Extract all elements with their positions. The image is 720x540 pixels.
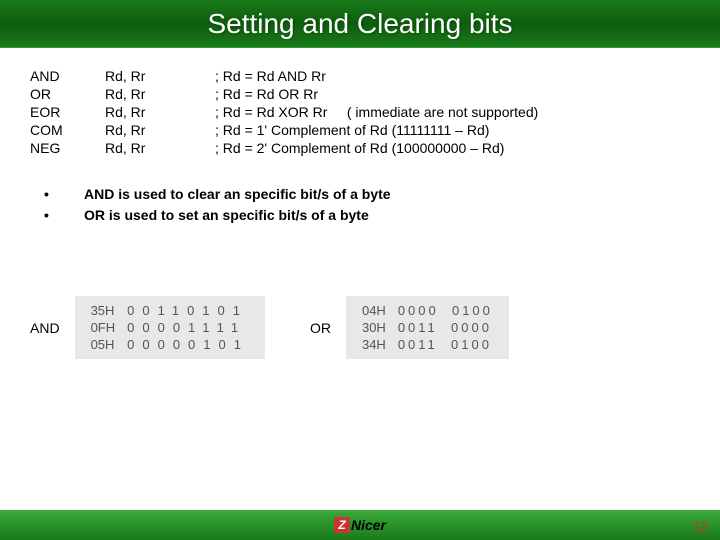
mnemonic-cell: AND <box>30 68 105 84</box>
or-label: OR <box>310 320 331 336</box>
bullet-marker: • <box>44 184 84 205</box>
or-box: 04H 0000 0100 30H 0011 0000 34H 0011 010… <box>346 296 509 359</box>
bullet-item: • OR is used to set an specific bit/s of… <box>44 205 690 226</box>
hex-cell: 0FH <box>85 319 122 336</box>
logo-z-icon: Z <box>334 517 350 533</box>
bits-cell: 00110101 <box>121 302 255 319</box>
and-example: AND 35H 00110101 0FH 00001111 05H 000001… <box>30 296 265 359</box>
hex-cell: 05H <box>85 336 122 353</box>
header-bar: Setting and Clearing bits <box>0 0 720 48</box>
comment-cell: ; Rd = Rd AND Rr <box>215 68 690 84</box>
instruction-table: AND Rd, Rr ; Rd = Rd AND Rr OR Rd, Rr ; … <box>30 68 690 156</box>
operand-cell: Rd, Rr <box>105 122 215 138</box>
operand-cell: Rd, Rr <box>105 86 215 102</box>
bits-cell: 0011 0000 <box>392 319 499 336</box>
mnemonic-cell: EOR <box>30 104 105 120</box>
and-label: AND <box>30 320 60 336</box>
table-row: 0FH 00001111 <box>85 319 255 336</box>
bits-cell: 00000101 <box>121 336 255 353</box>
mnemonic-cell: NEG <box>30 140 105 156</box>
mnemonic-cell: COM <box>30 122 105 138</box>
bullet-item: • AND is used to clear an specific bit/s… <box>44 184 690 205</box>
logo: Z Nicer <box>334 517 386 533</box>
comment-cell: ; Rd = 2' Complement of Rd (100000000 – … <box>215 140 690 156</box>
table-row: 04H 0000 0100 <box>356 302 499 319</box>
slide-title: Setting and Clearing bits <box>207 8 512 40</box>
bits-cell: 00001111 <box>121 319 255 336</box>
bullet-list: • AND is used to clear an specific bit/s… <box>44 184 690 226</box>
mnemonic-cell: OR <box>30 86 105 102</box>
bits-cell: 0000 0100 <box>392 302 499 319</box>
and-box: 35H 00110101 0FH 00001111 05H 00000101 <box>75 296 265 359</box>
comment-cell: ; Rd = Rd OR Rr <box>215 86 690 102</box>
bullet-text: OR is used to set an specific bit/s of a… <box>84 205 369 226</box>
bullet-text: AND is used to clear an specific bit/s o… <box>84 184 391 205</box>
hex-cell: 34H <box>356 336 392 353</box>
bullet-marker: • <box>44 205 84 226</box>
examples-row: AND 35H 00110101 0FH 00001111 05H 000001… <box>30 296 690 359</box>
or-example: OR 04H 0000 0100 30H 0011 0000 34H 0011 … <box>290 296 509 359</box>
footer-bar: Z Nicer 12 <box>0 510 720 540</box>
table-row: 05H 00000101 <box>85 336 255 353</box>
hex-cell: 04H <box>356 302 392 319</box>
table-row: 35H 00110101 <box>85 302 255 319</box>
table-row: 34H 0011 0100 <box>356 336 499 353</box>
operand-cell: Rd, Rr <box>105 68 215 84</box>
page-number: 12 <box>692 518 708 534</box>
logo-text: Nicer <box>351 517 386 533</box>
operand-cell: Rd, Rr <box>105 140 215 156</box>
hex-cell: 35H <box>85 302 122 319</box>
comment-cell: ; Rd = Rd XOR Rr ( immediate are not sup… <box>215 104 690 120</box>
operand-cell: Rd, Rr <box>105 104 215 120</box>
comment-cell: ; Rd = 1' Complement of Rd (11111111 – R… <box>215 122 690 138</box>
hex-cell: 30H <box>356 319 392 336</box>
content-area: AND Rd, Rr ; Rd = Rd AND Rr OR Rd, Rr ; … <box>0 48 720 359</box>
table-row: 30H 0011 0000 <box>356 319 499 336</box>
bits-cell: 0011 0100 <box>392 336 499 353</box>
